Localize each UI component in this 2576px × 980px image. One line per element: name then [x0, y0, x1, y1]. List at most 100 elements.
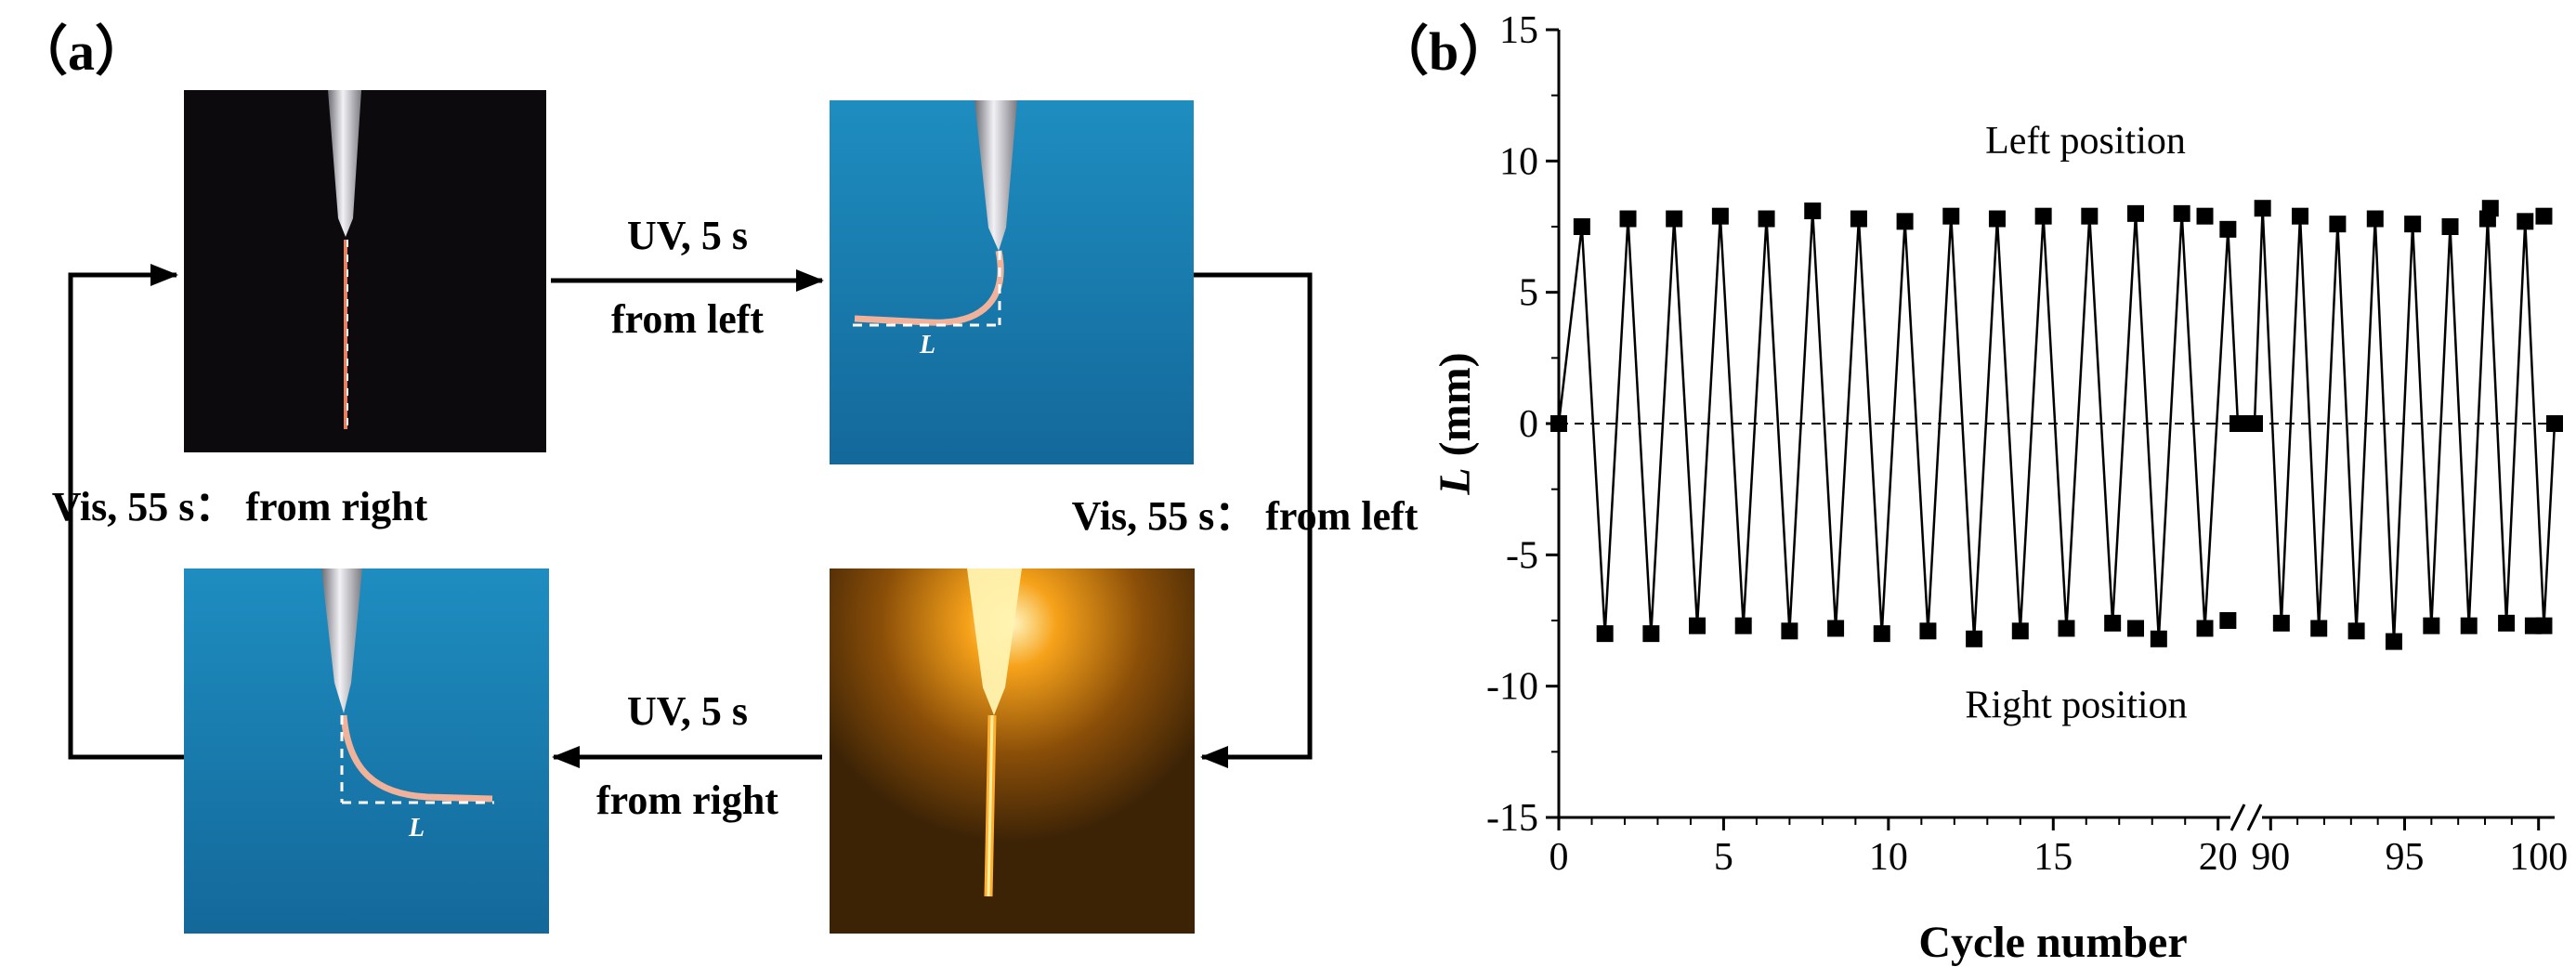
data-point-marker [2081, 207, 2099, 225]
line-chart: 15 10 5 0 -5 -10 -15 0 5 10 15 20 90 95 100 Left posit… [1431, 9, 2568, 967]
data-point-marker [1919, 622, 1937, 640]
data-point-marker [2058, 620, 2075, 637]
data-point-marker [1666, 210, 1683, 228]
data-point-marker [2173, 204, 2190, 222]
axis-break-mark [2246, 804, 2263, 831]
data-point-marker [1781, 622, 1798, 640]
series-line-right [2253, 208, 2556, 642]
data-point-marker [1804, 203, 1822, 220]
right-loop-label: Vis, 55 s： from left [1072, 493, 1419, 539]
panel-b-label: （b） [1375, 21, 1512, 82]
data-point-marker [1758, 210, 1775, 228]
photo-visible-light-state [830, 568, 1195, 934]
data-point-marker [2498, 614, 2516, 632]
needle-tip [328, 90, 361, 237]
data-point-marker [2329, 216, 2347, 233]
y-axis-symbol: L [1431, 467, 1480, 495]
data-point-marker [2460, 617, 2478, 634]
length-symbol: L [408, 814, 425, 843]
panel-b: （b） 15 10 5 0 -5 -10 -15 0 5 10 15 20 90 95 100 Left p… [1375, 9, 2568, 967]
data-point-marker [2246, 415, 2263, 432]
needle-tip [321, 568, 362, 713]
data-point-marker [2254, 200, 2271, 217]
data-point-marker [2219, 612, 2237, 629]
data-point-marker [2517, 213, 2534, 230]
data-point-marker [2196, 620, 2214, 637]
x-tick-label: 95 [2386, 836, 2425, 879]
data-point-marker [2011, 622, 2029, 640]
data-point-marker [1550, 415, 1567, 432]
chart-tick-labels: 15 10 5 0 -5 -10 -15 0 5 10 15 20 90 95 100 [1486, 9, 2568, 879]
data-point-marker [2310, 620, 2328, 637]
bent-fiber [340, 714, 493, 803]
data-point-marker [1850, 210, 1867, 228]
data-point-marker [1966, 630, 1983, 647]
photo-bent-left-state: L [830, 100, 1194, 464]
data-point-marker [2229, 415, 2246, 432]
chart-markers [1550, 200, 2563, 650]
needle-tip [974, 100, 1017, 251]
data-point-marker [2272, 614, 2290, 632]
x-tick-label: 15 [2033, 836, 2073, 879]
data-point-marker [2441, 218, 2459, 235]
arrow-vis-from-right [68, 264, 184, 760]
data-point-marker [1689, 617, 1706, 634]
x-tick-label: 90 [2251, 836, 2290, 879]
x-tick-label: 100 [2509, 836, 2568, 879]
data-point-marker [2481, 200, 2499, 217]
data-point-marker [1827, 620, 1845, 637]
data-point-marker [2126, 204, 2144, 222]
arrow-bottom-label-line1: UV, 5 s [627, 688, 748, 734]
y-tick-label: -10 [1486, 666, 1538, 709]
needle-tip-glowing [967, 568, 1022, 715]
data-point-marker [2126, 620, 2144, 637]
data-point-marker [2219, 220, 2237, 238]
chart-series-lines [1557, 208, 2556, 642]
data-point-marker [2385, 633, 2402, 650]
data-point-marker [2524, 617, 2542, 634]
photo-bent-right-state: L [184, 568, 549, 934]
y-axis-title: L (mm) [1431, 352, 1480, 495]
y-tick-label: 5 [1519, 272, 1538, 315]
data-point-marker [2535, 207, 2553, 225]
data-point-marker [1896, 213, 1914, 230]
y-tick-label: -5 [1506, 534, 1538, 577]
data-point-marker [1734, 617, 1752, 634]
arrow-bottom-label-line2: from right [596, 777, 778, 823]
data-point-marker [1642, 625, 1660, 643]
axis-break-mark [2229, 804, 2246, 831]
data-point-marker [2034, 207, 2052, 225]
data-point-marker [1942, 207, 1960, 225]
y-tick-label: -15 [1486, 797, 1538, 840]
arrow-top-label-line2: from left [611, 296, 764, 342]
x-tick-label: 10 [1869, 836, 1908, 879]
data-point-marker [2404, 216, 2422, 233]
data-point-marker [1573, 218, 1590, 235]
photo-dark-background [184, 90, 546, 452]
x-tick-label: 0 [1550, 836, 1569, 879]
left-loop-label: Vis, 55 s： from right [52, 484, 428, 529]
y-tick-label: 0 [1519, 403, 1538, 446]
data-point-marker [2423, 617, 2440, 634]
y-tick-label: 10 [1499, 140, 1538, 183]
x-axis-title: Cycle number [1918, 918, 2187, 967]
data-point-marker [2196, 207, 2214, 225]
arrow-top-label-line1: UV, 5 s [627, 213, 748, 258]
photo-initial-state [184, 90, 546, 452]
data-point-marker [2546, 415, 2563, 432]
photo-blue-background [184, 568, 549, 934]
x-tick-label: 5 [1714, 836, 1733, 879]
data-point-marker [2150, 630, 2167, 647]
data-point-marker [2292, 207, 2309, 225]
data-point-marker [1873, 625, 1890, 643]
data-point-marker [1711, 207, 1729, 225]
data-point-marker [2366, 210, 2384, 228]
data-point-marker [1619, 210, 1637, 228]
data-point-marker [2104, 614, 2122, 632]
arrow-vis-from-left [1194, 272, 1313, 768]
annotation-right-position: Right position [1965, 685, 2187, 727]
x-tick-label: 20 [2199, 836, 2238, 879]
y-tick-label: 15 [1499, 9, 1538, 52]
